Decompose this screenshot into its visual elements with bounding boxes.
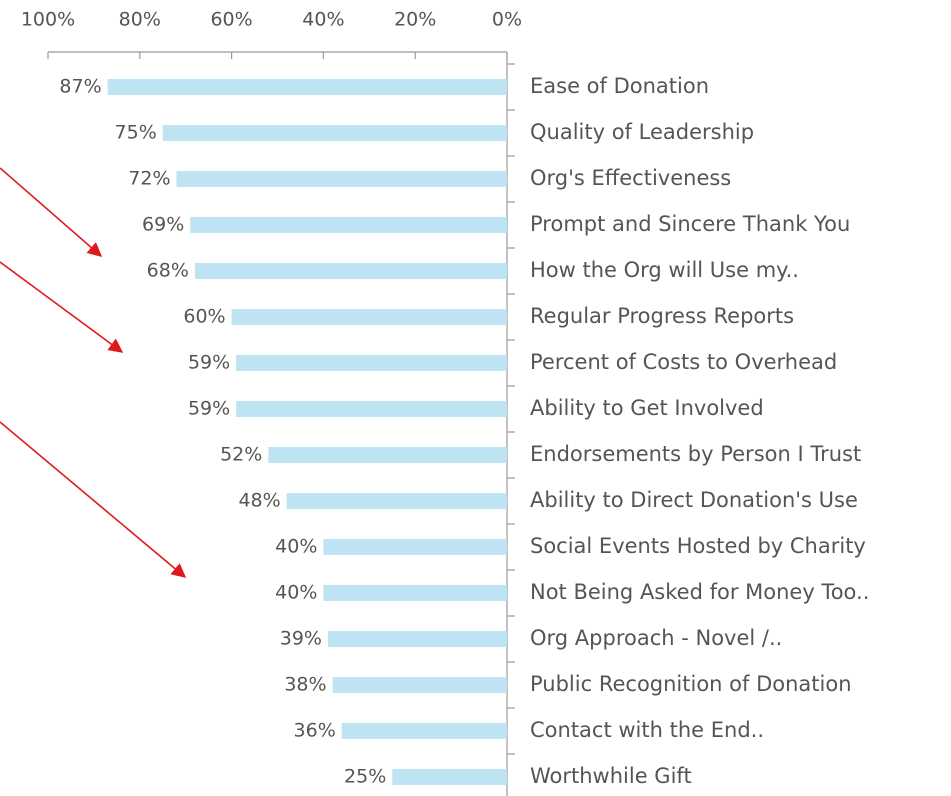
value-label: 40% [275, 536, 317, 558]
bar [107, 79, 508, 95]
arrow [0, 421, 187, 578]
value-label: 75% [115, 122, 157, 144]
annotation-arrows [0, 167, 187, 578]
bar [323, 585, 507, 601]
x-tick-label: 20% [394, 9, 436, 31]
value-label: 39% [280, 628, 322, 650]
category-label: Contact with the End.. [530, 718, 764, 742]
category-label: Ability to Direct Donation's Use [530, 488, 858, 512]
bar [323, 539, 507, 555]
value-label: 59% [188, 398, 230, 420]
category-label: Public Recognition of Donation [530, 672, 852, 696]
value-label: 87% [59, 76, 101, 98]
arrow [0, 167, 103, 257]
value-label: 52% [220, 444, 262, 466]
value-label: 68% [147, 260, 189, 282]
value-label: 72% [128, 168, 170, 190]
bar [236, 355, 507, 371]
value-label: 59% [188, 352, 230, 374]
value-label: 69% [142, 214, 184, 236]
category-label: How the Org will Use my.. [530, 258, 799, 282]
bar [162, 125, 507, 141]
x-tick-label: 100% [21, 9, 75, 31]
category-label: Endorsements by Person I Trust [530, 442, 861, 466]
category-label: Not Being Asked for Money Too.. [530, 580, 869, 604]
bar [327, 631, 507, 647]
value-label: 40% [275, 582, 317, 604]
category-label: Percent of Costs to Overhead [530, 350, 837, 374]
bar [236, 401, 507, 417]
value-label: 48% [238, 490, 280, 512]
category-label: Ability to Get Involved [530, 396, 764, 420]
value-label: 36% [294, 720, 336, 742]
category-label: Ease of Donation [530, 74, 709, 98]
arrow [0, 261, 124, 353]
bar [286, 493, 507, 509]
x-tick-label: 60% [210, 9, 252, 31]
value-label: 25% [344, 766, 386, 788]
bar [341, 723, 507, 739]
category-label: Regular Progress Reports [530, 304, 794, 328]
category-label: Worthwhile Gift [530, 764, 692, 788]
category-label: Social Events Hosted by Charity [530, 534, 866, 558]
bar [176, 171, 507, 187]
bar [194, 263, 507, 279]
category-label: Quality of Leadership [530, 120, 754, 144]
bar [332, 677, 507, 693]
category-label: Prompt and Sincere Thank You [530, 212, 850, 236]
category-label: Org Approach - Novel /.. [530, 626, 782, 650]
x-tick-label: 40% [302, 9, 344, 31]
x-tick-label: 80% [119, 9, 161, 31]
category-label: Org's Effectiveness [530, 166, 731, 190]
x-tick-label: 0% [492, 9, 522, 31]
bar [231, 309, 507, 325]
value-label: 60% [183, 306, 225, 328]
value-label: 38% [284, 674, 326, 696]
bar [268, 447, 507, 463]
bar [190, 217, 508, 233]
bar [392, 769, 507, 785]
